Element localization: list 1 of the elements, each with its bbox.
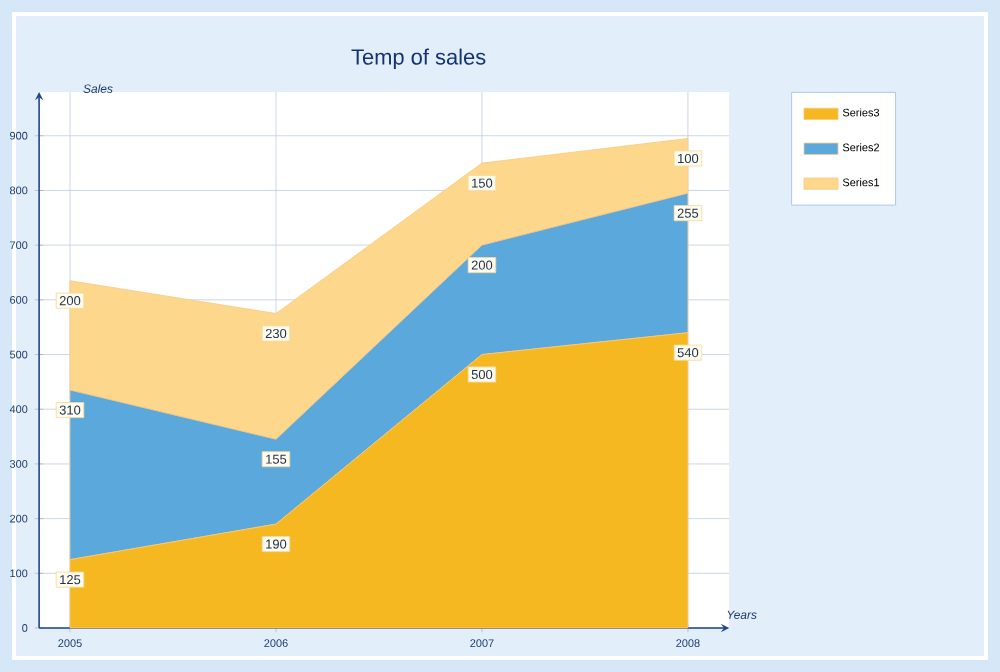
- chart-title: Temp of sales: [351, 48, 486, 69]
